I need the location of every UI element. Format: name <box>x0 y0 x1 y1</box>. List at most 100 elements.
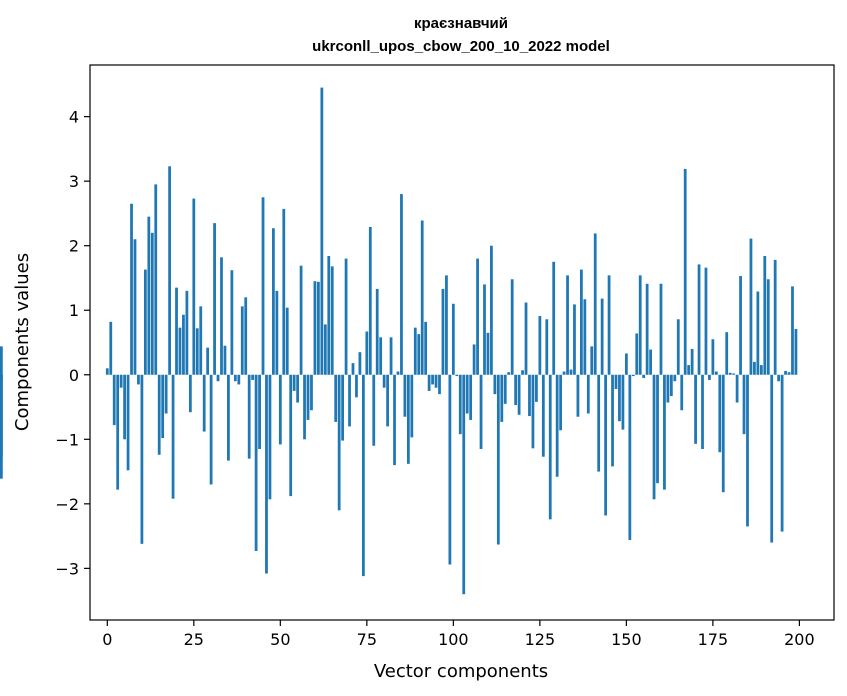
bar-156 <box>645 283 649 375</box>
bar-138 <box>583 299 587 375</box>
bar-108 <box>479 374 483 449</box>
bar-38 <box>237 374 241 385</box>
bar-76 <box>368 226 372 375</box>
bar-154 <box>638 275 642 375</box>
bar-141 <box>593 233 597 375</box>
bar-176 <box>714 371 718 375</box>
bar-114 <box>500 374 504 422</box>
bar-147 <box>614 374 618 389</box>
bar-126 <box>541 374 545 457</box>
bar-31 <box>213 223 216 375</box>
bar-15 <box>157 374 161 455</box>
bar-48 <box>272 228 275 375</box>
bar-42 <box>251 374 255 380</box>
bar-undefined <box>0 374 3 380</box>
bar-74 <box>361 374 365 577</box>
x-tick-label: 25 <box>184 630 204 649</box>
bar-111 <box>490 245 493 375</box>
bar-183 <box>739 276 742 375</box>
bar-60 <box>313 281 317 375</box>
bar-58 <box>306 374 310 420</box>
bar-0 <box>105 368 109 375</box>
bar-110 <box>486 332 490 375</box>
bar-149 <box>621 374 625 430</box>
bar-151 <box>628 374 632 540</box>
bar-25 <box>192 198 196 375</box>
bar-160 <box>659 283 663 375</box>
bar-16 <box>161 374 165 439</box>
bar-89 <box>413 327 417 375</box>
bar-17 <box>164 374 168 414</box>
bar-118 <box>514 374 518 406</box>
bar-172 <box>701 374 704 449</box>
bar-170 <box>694 374 697 444</box>
bar-132 <box>562 371 566 375</box>
x-tick-label: 175 <box>698 630 729 649</box>
bar-undefined <box>0 374 3 457</box>
bar-175 <box>711 339 715 375</box>
bar-8 <box>133 239 137 375</box>
bar-79 <box>379 337 383 375</box>
bar-144 <box>604 374 607 516</box>
bar-134 <box>569 369 573 375</box>
bar-3 <box>116 374 120 490</box>
bar-77 <box>372 374 376 446</box>
bars-group <box>0 87 798 595</box>
bar-47 <box>268 374 272 500</box>
bar-173 <box>704 267 708 375</box>
bar-2 <box>112 374 116 426</box>
bar-86 <box>403 374 407 417</box>
bar-85 <box>400 194 403 375</box>
bar-56 <box>299 265 303 375</box>
bar-194 <box>777 374 781 382</box>
bar-67 <box>337 374 341 511</box>
bar-37 <box>233 374 237 382</box>
bar-101 <box>455 374 459 377</box>
bar-90 <box>417 334 421 375</box>
bar-198 <box>791 286 794 375</box>
bar-36 <box>230 270 234 375</box>
x-tick-label: 75 <box>357 630 377 649</box>
bar-62 <box>320 87 324 375</box>
bar-162 <box>666 374 670 403</box>
y-tick-label: −3 <box>55 559 79 578</box>
bar-84 <box>396 371 400 375</box>
y-tick-label: 1 <box>69 301 79 320</box>
bar-177 <box>718 374 722 453</box>
bar-50 <box>278 374 282 445</box>
y-tick-label: −1 <box>55 430 79 449</box>
chart-subtitle: ukrconll_upos_cbow_200_10_2022 model <box>312 38 610 55</box>
bar-43 <box>254 374 258 551</box>
bar-182 <box>735 374 739 403</box>
bar-91 <box>420 220 424 375</box>
bar-181 <box>732 373 736 375</box>
y-axis-label: Components values <box>12 253 33 431</box>
bar-34 <box>223 345 227 375</box>
bar-23 <box>185 290 189 375</box>
x-tick-label: 0 <box>102 630 112 649</box>
bar-87 <box>406 374 410 464</box>
bar-32 <box>216 374 220 382</box>
bar-45 <box>261 197 265 375</box>
bar-41 <box>247 374 251 459</box>
bar-199 <box>794 328 798 375</box>
bar-166 <box>680 374 684 411</box>
bar-184 <box>742 374 746 435</box>
bar-164 <box>673 374 677 382</box>
bar-131 <box>559 374 563 431</box>
bar-75 <box>365 331 369 375</box>
bar-11 <box>143 269 147 375</box>
bar-116 <box>507 372 511 375</box>
bar-142 <box>597 374 601 472</box>
bar-127 <box>545 319 549 375</box>
bar-195 <box>780 374 784 532</box>
bar-81 <box>386 374 389 427</box>
bar-174 <box>708 374 711 380</box>
y-tick-label: −2 <box>55 495 79 514</box>
y-tick-label: 4 <box>69 108 79 127</box>
bar-139 <box>586 374 590 414</box>
bar-52 <box>285 307 289 375</box>
bar-undefined <box>0 346 3 375</box>
bar-196 <box>784 370 787 375</box>
